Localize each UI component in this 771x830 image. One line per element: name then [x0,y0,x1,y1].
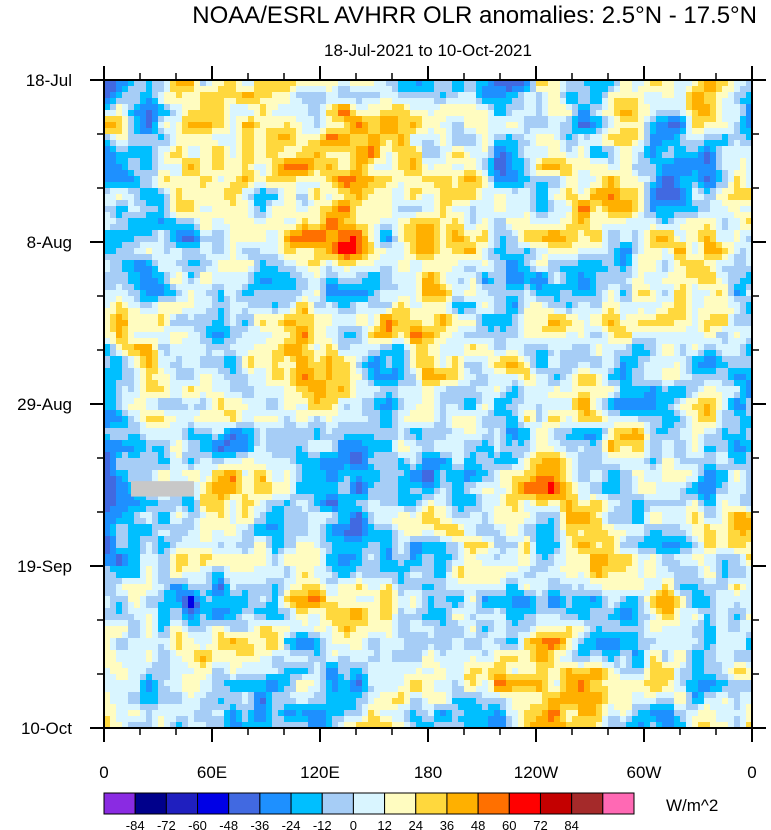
colorbar-label: 0 [350,818,357,830]
colorbar: -84 -72 -60 -48 -36 -24 -12 0 12 24 36 48 60 72 84 [103,792,635,830]
x-tick-label: 120E [300,763,340,782]
chart-subtitle: 18-Jul-2021 to 10-Oct-2021 [324,41,532,60]
colorbar-swatch [477,792,510,815]
colorbar-label: 36 [440,818,454,830]
colorbar-swatch [446,792,479,815]
colorbar-label: 72 [533,818,547,830]
colorbar-swatch [228,792,261,815]
y-axis-ticks: 18-Jul 8-Aug 29-Aug 19-Sep 10-Oct [17,71,766,738]
y-tick-label: 8-Aug [27,233,72,252]
colorbar-label: 12 [377,818,391,830]
colorbar-label: 48 [471,818,485,830]
missing-data-patches [131,481,194,497]
colorbar-swatch [165,792,199,815]
colorbar-label: -24 [282,818,301,830]
colorbar-swatch [352,792,386,815]
colorbar-swatch [259,792,292,815]
colorbar-swatch [415,792,448,815]
colorbar-swatch [571,792,604,815]
x-tick-label: 180 [414,763,442,782]
colorbar-label: -72 [157,818,176,830]
y-tick-label: 29-Aug [17,395,72,414]
colorbar-label: -84 [126,818,145,830]
colorbar-swatch [602,792,635,815]
colorbar-label: -60 [188,818,207,830]
x-tick-label: 60W [627,763,662,782]
x-tick-label: 0 [99,763,108,782]
chart-title: NOAA/ESRL AVHRR OLR anomalies: 2.5°N - 1… [192,2,757,29]
olr-anomaly-field [104,80,753,729]
colorbar-label: 60 [502,818,516,830]
x-axis-ticks: 0 60E 120E 180 120W 60W 0 [99,66,757,782]
colorbar-label: 24 [409,818,423,830]
colorbar-swatch [290,792,323,815]
colorbar-swatch [103,792,136,815]
colorbar-label: -12 [313,818,332,830]
x-tick-label: 120W [514,763,558,782]
colorbar-swatch [539,792,573,815]
colorbar-label: 84 [564,818,578,830]
missing-data-patch [131,481,194,497]
x-tick-label: 0 [747,763,756,782]
colorbar-swatch [134,792,167,815]
colorbar-label: -36 [250,818,269,830]
colorbar-swatch [197,792,230,815]
x-tick-label: 60E [197,763,227,782]
colorbar-units: W/m^2 [666,796,719,815]
colorbar-label: -48 [219,818,238,830]
y-tick-label: 10-Oct [21,719,72,738]
colorbar-swatch [321,792,354,815]
colorbar-swatch [508,792,541,815]
y-tick-label: 18-Jul [26,71,72,90]
y-tick-label: 19-Sep [17,557,72,576]
colorbar-swatch [384,792,417,815]
